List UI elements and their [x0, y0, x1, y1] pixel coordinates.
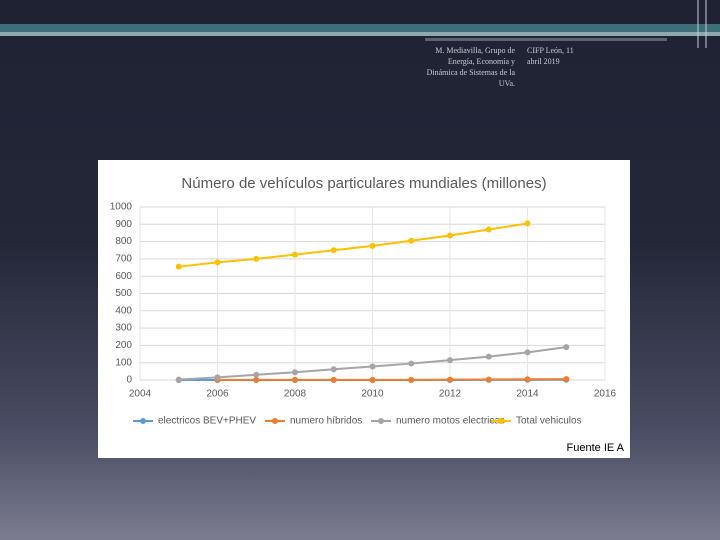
series-marker — [524, 349, 531, 356]
series-line — [217, 378, 567, 381]
series-marker — [447, 232, 453, 239]
x-tick-label: 2016 — [594, 389, 617, 400]
y-tick-label: 300 — [115, 323, 132, 334]
event-note: CIFP León, 11 abril 2019 — [527, 46, 574, 66]
chart-title: Número de vehículos particulares mundial… — [181, 175, 546, 192]
y-tick-label: 400 — [115, 305, 132, 316]
series-marker — [175, 376, 182, 383]
series-marker — [485, 353, 492, 360]
series-marker — [524, 376, 531, 383]
series-marker — [175, 263, 182, 270]
series-marker — [253, 255, 260, 262]
y-tick-label: 900 — [115, 219, 132, 230]
series-marker — [485, 376, 492, 383]
legend-label: numero híbridos — [290, 416, 362, 427]
header-rule — [425, 38, 667, 41]
series-marker — [369, 363, 376, 370]
series-marker — [447, 357, 453, 364]
series-marker — [330, 366, 337, 373]
series-marker — [292, 376, 298, 383]
series-marker — [292, 369, 298, 376]
series-marker — [253, 376, 260, 383]
series-marker — [563, 376, 570, 383]
author-note: M. Mediavilla, Grupo de Energía, Economí… — [426, 46, 515, 88]
series-marker — [524, 220, 531, 227]
y-tick-label: 800 — [115, 236, 132, 247]
series-marker — [369, 242, 376, 249]
x-tick-label: 2004 — [129, 389, 152, 400]
legend-marker — [498, 418, 504, 424]
x-tick-label: 2014 — [516, 389, 539, 400]
top-band-light — [0, 32, 720, 36]
series-marker — [253, 371, 260, 378]
legend-label: numero motos electricas — [396, 416, 505, 427]
y-tick-label: 500 — [115, 288, 132, 299]
series-marker — [408, 376, 415, 383]
legend-marker — [140, 418, 146, 424]
x-tick-label: 2006 — [206, 389, 229, 400]
series-marker — [408, 360, 415, 367]
x-tick-label: 2008 — [284, 389, 307, 400]
x-tick-label: 2010 — [361, 389, 384, 400]
chart: Número de vehículos particulares mundial… — [98, 160, 630, 458]
legend-marker — [378, 418, 384, 424]
series-marker — [292, 251, 298, 258]
source-label: Fuente IE A — [567, 442, 625, 454]
x-tick-label: 2012 — [439, 389, 462, 400]
legend-label: Total vehiculos — [516, 416, 582, 427]
series-marker — [447, 376, 453, 383]
y-tick-label: 100 — [115, 357, 132, 368]
series-marker — [214, 259, 221, 266]
y-tick-label: 200 — [115, 340, 132, 351]
legend-marker — [272, 418, 278, 424]
series-marker — [485, 226, 492, 233]
series-marker — [330, 247, 337, 254]
series-marker — [330, 376, 337, 383]
y-tick-label: 1000 — [110, 202, 133, 213]
series-marker — [408, 237, 415, 244]
y-tick-label: 0 — [126, 375, 132, 386]
series-marker — [369, 376, 376, 383]
top-band — [0, 24, 720, 32]
series-marker — [563, 344, 570, 351]
series-marker — [214, 374, 221, 381]
series-line — [178, 222, 528, 268]
y-tick-label: 600 — [115, 271, 132, 282]
y-tick-label: 700 — [115, 254, 132, 265]
legend-label: electricos BEV+PHEV — [158, 416, 256, 427]
